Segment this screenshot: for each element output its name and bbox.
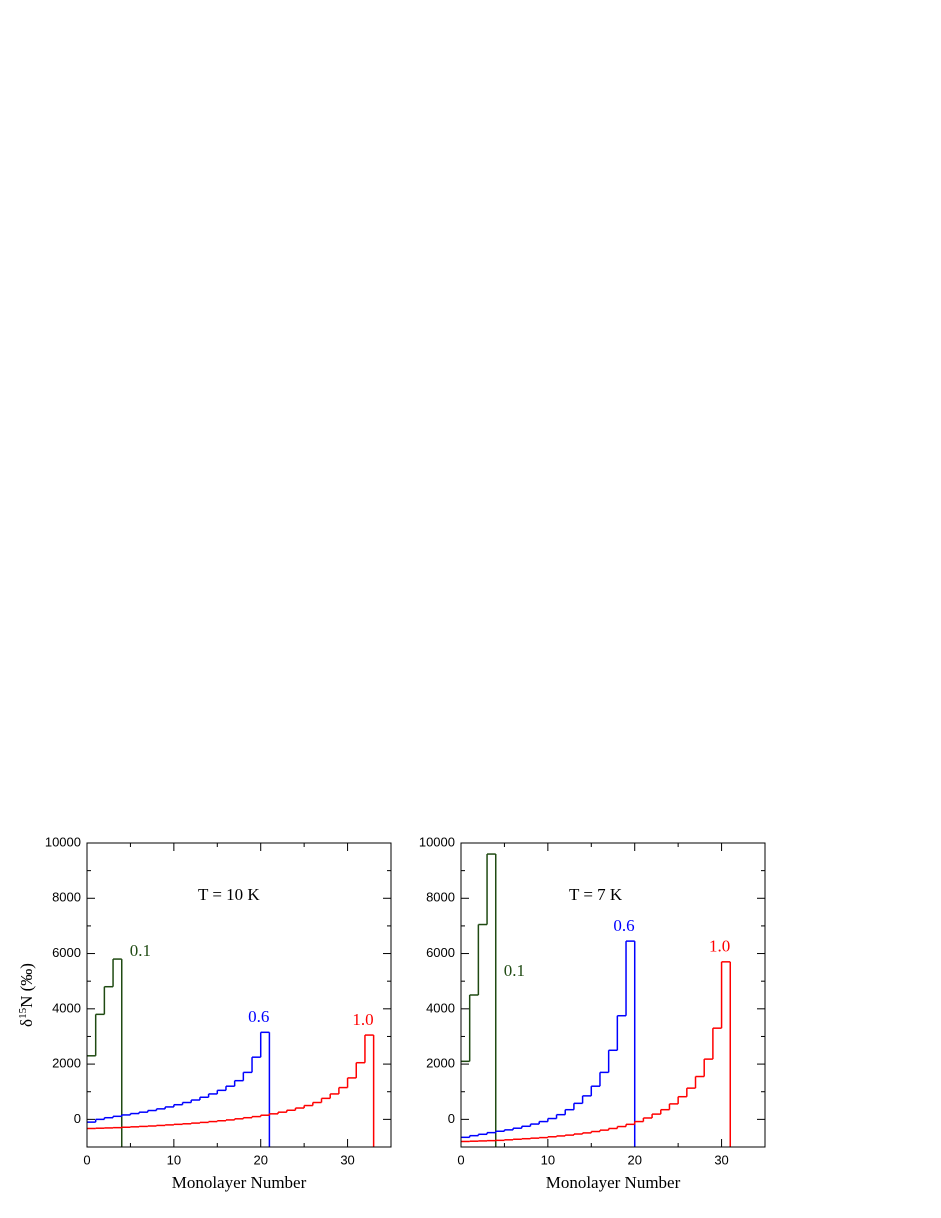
- plot-frame: [460, 842, 766, 1148]
- x-tick-label: 20: [253, 1152, 267, 1167]
- series-label: 0.1: [504, 961, 525, 980]
- series: [461, 940, 636, 1147]
- x-tick-label: 30: [340, 1152, 354, 1167]
- x-axis-label: Monolayer Number: [546, 1173, 681, 1192]
- y-tick-label: 0: [74, 1111, 81, 1126]
- y-tick-label: 0: [448, 1111, 455, 1126]
- y-tick-label: 10000: [419, 834, 455, 849]
- plot-frame: [86, 842, 392, 1148]
- panel: 0 2000 4000 6000 8000 10000 0 10 20 30 0.1 0.6 1.0 T …: [419, 834, 766, 1192]
- y-tick-label: 6000: [52, 945, 81, 960]
- x-tick-label: 10: [167, 1152, 181, 1167]
- x-tick-label: 0: [457, 1152, 464, 1167]
- y-axis-label-part: δ: [17, 1019, 36, 1027]
- annotation: T = 10 K: [198, 885, 260, 904]
- x-tick-label: 30: [714, 1152, 728, 1167]
- series-label: 0.6: [613, 916, 634, 935]
- y-tick-label: 6000: [426, 945, 455, 960]
- y-axis-label: δ15N (‰): [17, 963, 36, 1027]
- y-axis-label-part: 15: [17, 1007, 29, 1019]
- x-tick-label: 0: [83, 1152, 90, 1167]
- series-label: 0.1: [130, 941, 151, 960]
- panel: 0 2000 4000 6000 8000 10000 0 10 20 30 0.1 0.6 1.0 T …: [17, 834, 392, 1192]
- series: [87, 1031, 271, 1147]
- series-label: 1.0: [709, 937, 730, 956]
- series: [461, 961, 732, 1147]
- y-tick-label: 2000: [426, 1056, 455, 1071]
- series-label: 1.0: [352, 1010, 373, 1029]
- y-tick-label: 4000: [426, 1000, 455, 1015]
- series: [461, 853, 497, 1147]
- y-tick-label: 10000: [45, 834, 81, 849]
- y-axis-label-part: N (‰): [17, 963, 36, 1008]
- y-tick-label: 4000: [52, 1000, 81, 1015]
- series-label: 0.6: [248, 1007, 269, 1026]
- annotation: T = 7 K: [569, 885, 623, 904]
- x-tick-label: 10: [541, 1152, 555, 1167]
- y-tick-label: 8000: [52, 890, 81, 905]
- series: [87, 1034, 375, 1147]
- x-axis-label: Monolayer Number: [172, 1173, 307, 1192]
- x-tick-label: 20: [627, 1152, 641, 1167]
- y-tick-label: 2000: [52, 1056, 81, 1071]
- y-tick-label: 8000: [426, 890, 455, 905]
